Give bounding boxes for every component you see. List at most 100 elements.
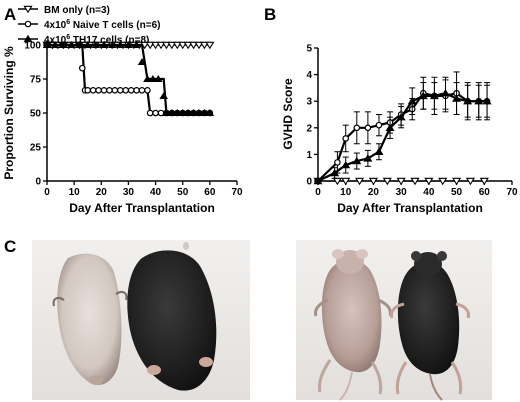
survival-point [133, 86, 140, 94]
survival-point [78, 64, 86, 72]
photo-right [296, 240, 492, 401]
gvhd-point [407, 96, 417, 105]
survival-point [122, 86, 130, 94]
chart-legend: BM only (n=3) 4x106 Naive T cells (n=6) 4x… [18, 5, 160, 46]
survival-point [161, 41, 172, 50]
y-tick-label: 3 [306, 97, 312, 108]
survival-point [84, 86, 92, 94]
gvhd-point [341, 177, 351, 186]
survival-point [138, 86, 146, 94]
gvhd-point [334, 159, 341, 166]
survival-line [47, 43, 210, 115]
survival-point [83, 40, 93, 49]
gvhd-point [363, 154, 373, 162]
mouse-dark-control [397, 261, 460, 375]
gvhd-point [364, 124, 372, 132]
y-tick-label: 5 [306, 44, 312, 55]
gvhd-point [352, 156, 362, 165]
x-tick-label: 0 [315, 187, 321, 198]
gvhd-point [330, 168, 340, 177]
gvhd-point [313, 176, 323, 185]
gvhd-point [463, 96, 473, 105]
survival-point [67, 40, 76, 49]
panel-letter-c: C [4, 237, 16, 256]
gvhd-point [429, 91, 439, 100]
survival-point [145, 41, 155, 50]
y-axis-label-b: GVHD Score [281, 78, 295, 150]
survival-point [156, 41, 166, 50]
y-tick-label: 0 [306, 177, 312, 188]
x-axis-label-b: Day After Transplantation [337, 201, 483, 215]
gvhd-chart: 0 10 20 30 40 50 60 70 0 1 2 3 4 5 GVHD Score Day Aft… [281, 44, 518, 216]
survival-point [137, 57, 147, 66]
survival-point [172, 108, 182, 117]
survival-point [116, 86, 124, 94]
survival-point [199, 41, 210, 50]
survival-point [167, 108, 177, 117]
mouse-pink-diseased [321, 259, 382, 373]
survival-point [148, 74, 158, 83]
gvhd-point [479, 177, 489, 186]
x-tick-label: 20 [96, 187, 108, 198]
gvhd-point [418, 91, 428, 100]
survival-point [205, 108, 215, 117]
y-tick-label: 0 [35, 177, 41, 188]
gvhd-point [396, 112, 406, 121]
gvhd-point [438, 177, 448, 186]
x-tick-label: 30 [396, 187, 408, 198]
gvhd-point [354, 177, 365, 186]
survival-point [95, 86, 102, 94]
survival-point [172, 41, 182, 50]
survival-point [183, 108, 193, 117]
x-tick-label: 0 [44, 187, 50, 198]
survival-point [115, 40, 125, 49]
x-tick-label: 10 [69, 187, 81, 198]
survival-point [194, 108, 204, 117]
survival-point [42, 40, 52, 49]
legend-label: 4x106 Naive T cells (n=6) [44, 19, 160, 31]
survival-point [58, 40, 68, 49]
survival-point [132, 40, 141, 49]
x-tick-label: 70 [506, 187, 518, 198]
x-tick-label: 60 [479, 187, 491, 198]
gvhd-point [410, 177, 420, 186]
x-tick-label: 20 [368, 187, 380, 198]
gvhd-point [424, 177, 434, 186]
gvhd-line [317, 91, 488, 182]
x-tick-label: 50 [451, 187, 463, 198]
survival-point [100, 86, 108, 94]
y-tick-label: 1 [306, 150, 312, 161]
x-tick-label: 60 [204, 187, 216, 198]
y-tick-label: 50 [30, 109, 42, 120]
survival-point [178, 108, 188, 117]
survival-point [75, 40, 84, 49]
x-tick-label: 50 [177, 187, 189, 198]
y-tick-label: 100 [24, 41, 41, 52]
axes-a: 0 10 20 30 40 50 60 70 0 25 50 75 100 [24, 41, 243, 199]
survival-point [194, 41, 204, 50]
survival-point [152, 109, 159, 117]
gvhd-point [482, 96, 492, 105]
legend-label: 4x106 TH17 cells (n=8) [44, 34, 149, 46]
panel-letter-a: A [4, 5, 16, 24]
photo-left [32, 240, 250, 400]
y-tick-label: 25 [30, 143, 42, 154]
x-tick-label: 10 [340, 187, 352, 198]
mouse-dark-healthy [127, 250, 217, 391]
survival-chart: BM only (n=3) 4x106 Naive T cells (n=6) 4x… [2, 5, 243, 215]
gvhd-point [452, 94, 462, 102]
survival-point [167, 41, 177, 50]
survival-point [189, 108, 198, 117]
panel-letter-b: B [264, 5, 276, 24]
x-tick-label: 40 [150, 187, 162, 198]
survival-point [162, 108, 171, 117]
survival-point [188, 41, 199, 50]
survival-point [91, 40, 101, 49]
y-axis-label-a: Proportion Surviving % [2, 46, 16, 180]
gvhd-point [440, 89, 450, 97]
gvhd-point [385, 123, 395, 131]
gvhd-point [396, 177, 406, 186]
gvhd-point [353, 124, 361, 132]
legend-marker [23, 5, 33, 14]
